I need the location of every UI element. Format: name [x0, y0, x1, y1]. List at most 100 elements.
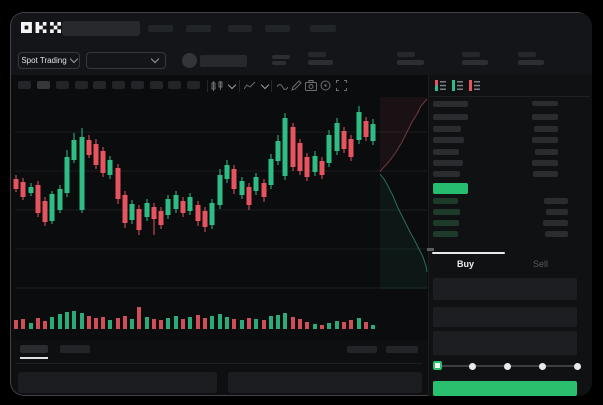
nav-item[interactable]: [228, 25, 252, 32]
volume-bar: [335, 321, 339, 329]
price-input[interactable]: [433, 278, 577, 300]
nav-item[interactable]: [265, 25, 290, 32]
chart-settings-icon[interactable]: [320, 80, 331, 91]
candle-body: [79, 137, 85, 210]
interval-button[interactable]: [168, 81, 181, 89]
bottom-right-bar[interactable]: [347, 346, 377, 353]
ask-price-bar[interactable]: [433, 149, 459, 155]
bottom-tab-active[interactable]: [20, 345, 48, 353]
tab-sell-label: Sell: [532, 258, 548, 269]
market-type-dropdown[interactable]: Spot Trading: [18, 52, 80, 69]
interval-button[interactable]: [18, 81, 31, 89]
buy-submit-button[interactable]: [433, 381, 577, 396]
draw-pencil-icon[interactable]: [291, 80, 302, 91]
volume-bar: [240, 320, 244, 329]
ask-amount-bar: [533, 171, 558, 177]
slider-stop-dot[interactable]: [573, 362, 581, 370]
ask-price-bar[interactable]: [433, 114, 468, 120]
volume-bar: [72, 311, 76, 329]
candle-body: [136, 209, 142, 230]
interval-button[interactable]: [93, 81, 106, 89]
candle-body: [180, 201, 186, 213]
fullscreen-icon[interactable]: [336, 80, 347, 91]
orderbook-asks-view-icon[interactable]: [469, 80, 480, 91]
screenshot-camera-icon[interactable]: [305, 80, 317, 91]
chart-style-icon[interactable]: [211, 81, 225, 91]
pair-selector-dropdown[interactable]: [86, 52, 166, 69]
tab-sell[interactable]: Sell: [503, 252, 578, 275]
orderbook-bids-view-icon[interactable]: [452, 80, 463, 91]
candle-body: [319, 161, 325, 175]
candle-body: [122, 195, 128, 223]
depth-asks-fill: [380, 97, 427, 172]
okx-logo: [21, 22, 61, 33]
ask-price-bar[interactable]: [433, 126, 461, 132]
bid-price-bar[interactable]: [433, 209, 460, 215]
interval-button[interactable]: [112, 81, 125, 89]
orderbook-split-view-icon[interactable]: [435, 80, 446, 91]
candle-body: [49, 194, 55, 221]
candle-body: [100, 151, 106, 173]
slider-stop-dot[interactable]: [468, 362, 476, 370]
bottom-panel[interactable]: [18, 372, 217, 393]
interval-button[interactable]: [187, 81, 200, 89]
volume-bar: [269, 316, 273, 329]
ask-price-bar[interactable]: [433, 171, 460, 177]
nav-item[interactable]: [148, 25, 173, 32]
depth-bids-fill: [380, 174, 427, 289]
volume-bar: [80, 313, 84, 329]
bottom-tab[interactable]: [60, 345, 90, 353]
volume-bar: [108, 320, 112, 329]
interval-button[interactable]: [131, 81, 144, 89]
bid-price-bar[interactable]: [433, 231, 458, 237]
trade-tabs: Buy Sell: [428, 252, 578, 275]
candle-body: [341, 131, 347, 149]
volume-bar: [327, 323, 331, 329]
bid-price-bar[interactable]: [433, 220, 459, 226]
orderbook-amount-header: [532, 101, 558, 106]
pair-name-bar: [200, 55, 247, 67]
volume-bar: [152, 319, 156, 329]
interval-button-active[interactable]: [37, 81, 50, 89]
indicators-icon[interactable]: [244, 81, 256, 91]
volume-bar: [181, 319, 185, 329]
volume-bar: [36, 318, 40, 329]
bottom-panel[interactable]: [228, 372, 422, 393]
nav-item[interactable]: [310, 25, 336, 32]
candle-body: [356, 112, 362, 140]
last-price-row[interactable]: [433, 183, 468, 194]
bottom-right-bar[interactable]: [386, 346, 418, 353]
amount-input[interactable]: [433, 307, 577, 327]
volume-bar: [145, 317, 149, 329]
candle-body: [202, 211, 208, 227]
coin-avatar: [182, 53, 197, 68]
volume-bar: [298, 319, 302, 329]
slider-stop-dot[interactable]: [538, 362, 546, 370]
ticker-mini-bar: [272, 61, 286, 65]
ask-price-bar[interactable]: [433, 160, 463, 166]
line-tool-icon[interactable]: [277, 83, 288, 90]
tab-buy[interactable]: Buy: [428, 252, 503, 275]
candle-body: [275, 141, 281, 161]
candle-body: [57, 189, 63, 210]
candle-body: [13, 179, 19, 189]
amount-slider-handle[interactable]: [433, 361, 442, 370]
interval-button[interactable]: [75, 81, 88, 89]
candle-body: [246, 187, 252, 205]
bid-price-bar[interactable]: [433, 198, 458, 204]
candle-body: [209, 203, 215, 225]
candle-body: [268, 159, 274, 185]
ask-amount-bar: [535, 149, 558, 155]
search-input[interactable]: [62, 21, 140, 36]
ask-price-bar[interactable]: [433, 137, 464, 143]
candle-body: [231, 169, 237, 189]
slider-stop-dot[interactable]: [503, 362, 511, 370]
interval-button[interactable]: [150, 81, 163, 89]
total-input[interactable]: [433, 331, 577, 355]
interval-button[interactable]: [56, 81, 69, 89]
volume-bar: [320, 325, 324, 329]
volume-bar: [101, 317, 105, 329]
nav-item[interactable]: [186, 25, 211, 32]
